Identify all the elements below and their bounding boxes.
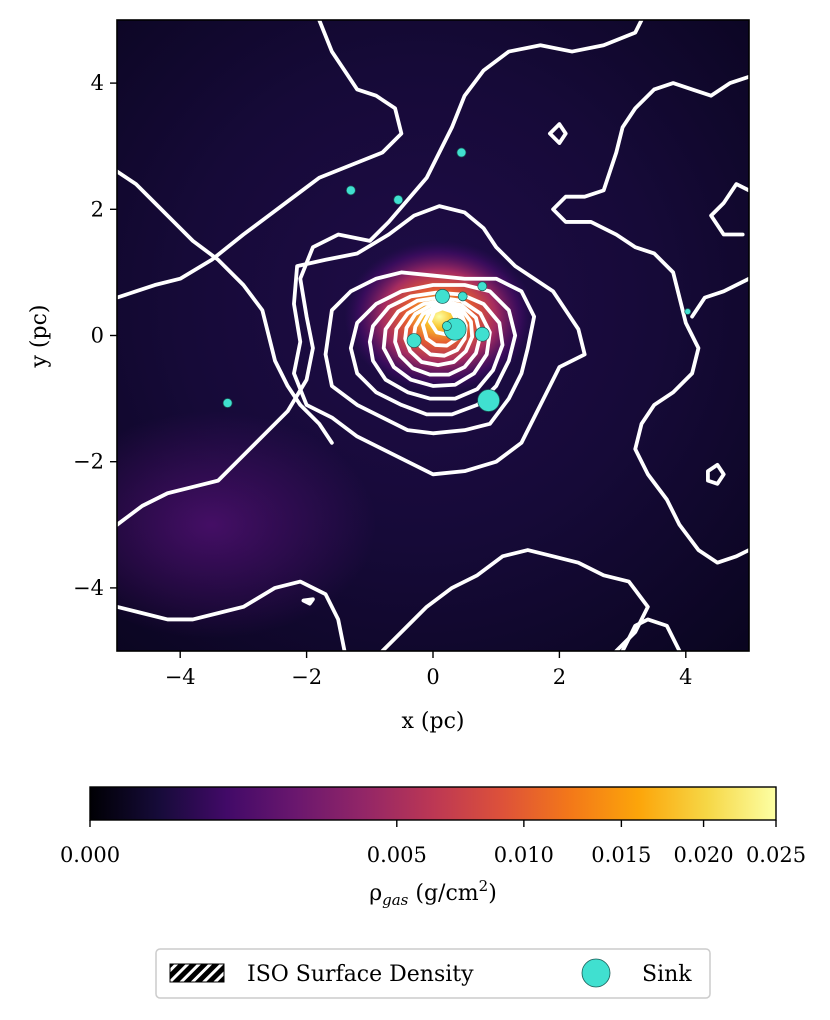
contour-level-7	[403, 302, 475, 368]
x-tick-label: 4	[679, 665, 692, 689]
heatmap-secondary-glow	[117, 411, 377, 639]
y-tick-label: 2	[91, 197, 104, 221]
contour-bottom-spur	[620, 617, 682, 651]
colorbar-tick-label: 0.015	[591, 843, 651, 867]
contour-level-4	[367, 290, 505, 401]
sink-point-7	[442, 321, 452, 331]
x-axis-ticks: −4 −2 0 2 4	[165, 651, 692, 689]
legend-hatch-swatch	[169, 963, 225, 983]
colorbar-gradient	[89, 786, 777, 821]
colorbar: 0.000 0.005 0.010 0.015 0.020 0.025 ρgas (g/c…	[60, 786, 806, 909]
sink-point-2	[393, 194, 404, 205]
sink-point-11	[222, 398, 233, 408]
sink-point-8	[474, 326, 490, 342]
colorbar-tick-label: 0.010	[494, 843, 554, 867]
colorbar-tick-label: 0.025	[746, 843, 806, 867]
legend: ISO Surface Density Sink	[155, 948, 711, 999]
contour-island-c	[301, 597, 315, 606]
y-tick-label: −2	[73, 450, 104, 474]
sink-markers	[222, 147, 692, 412]
y-tick-label: 0	[91, 324, 104, 348]
legend-label-iso: ISO Surface Density	[247, 962, 474, 987]
x-tick-label: −4	[165, 665, 196, 689]
sink-point-3	[435, 289, 450, 304]
sink-point-9	[406, 333, 422, 348]
x-tick-label: 0	[426, 665, 439, 689]
contour-right-edge	[690, 276, 749, 319]
sink-point-4	[457, 291, 468, 302]
contour-outer-right	[551, 74, 749, 565]
y-tick-label: −4	[73, 576, 104, 600]
contour-lines	[117, 20, 749, 651]
legend-box	[155, 948, 711, 999]
contour-island-a	[548, 122, 568, 145]
contour-outer-left	[117, 20, 644, 527]
contour-outer-leftedge	[117, 169, 334, 445]
sink-point-1	[345, 185, 356, 196]
sink-point-12	[684, 308, 692, 315]
contour-right-tail	[709, 182, 749, 237]
y-axis-label: y (pc)	[27, 305, 52, 369]
legend-sink-marker	[581, 958, 611, 988]
contour-bottom-right	[380, 548, 650, 651]
y-tick-label: 4	[91, 71, 104, 95]
sink-point-0	[456, 147, 467, 158]
x-tick-label: −2	[291, 665, 322, 689]
x-tick-label: 2	[553, 665, 566, 689]
y-axis-ticks: −4 −2 0 2 4	[73, 71, 117, 600]
legend-label-sink: Sink	[642, 962, 692, 987]
x-axis-label: x (pc)	[402, 709, 465, 734]
contour-outer-top	[117, 20, 404, 300]
colorbar-ticks: 0.000 0.005 0.010 0.015 0.020 0.025	[60, 820, 806, 867]
colorbar-label: ρgas (g/cm2)	[369, 877, 497, 909]
contour-level-6	[393, 298, 483, 377]
sink-point-10	[477, 389, 500, 412]
contour-level-2	[323, 270, 537, 436]
contour-level-3	[348, 283, 518, 417]
contour-level-1	[292, 204, 587, 477]
contour-bottom	[117, 579, 347, 651]
contour-level-8	[412, 304, 468, 358]
colorbar-tick-label: 0.020	[674, 843, 734, 867]
sink-point-5	[477, 281, 488, 292]
colorbar-tick-label: 0.005	[367, 843, 427, 867]
contour-island-b	[706, 462, 726, 486]
colorbar-tick-label: 0.000	[60, 843, 120, 867]
contour-level-5	[381, 295, 492, 388]
